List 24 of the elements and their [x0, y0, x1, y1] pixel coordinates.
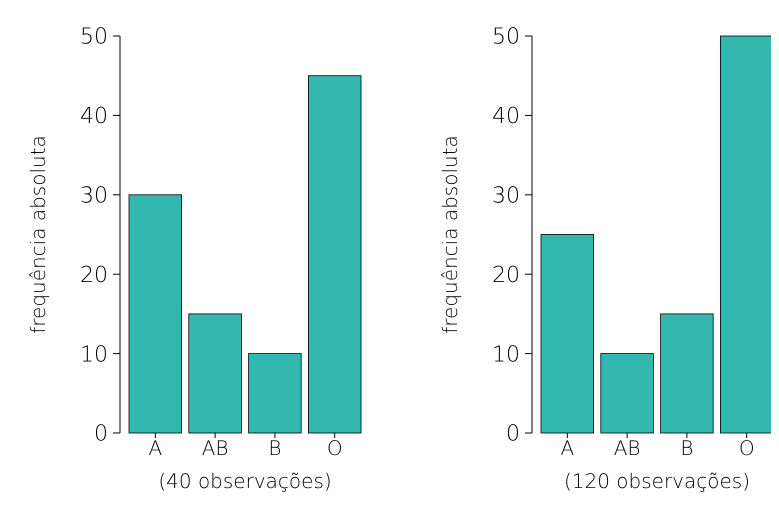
x-tick-label: AB	[202, 436, 228, 460]
y-tick-label: 50	[80, 24, 108, 50]
y-tick-label: 20	[80, 262, 108, 288]
y-tick-label: 0	[506, 422, 520, 447]
y-tick-label: 20	[492, 262, 520, 288]
x-tick-label: AB	[614, 436, 640, 460]
y-axis-title: frequência absoluta	[26, 135, 50, 334]
x-tick-label: B	[268, 436, 282, 460]
y-tick-label: 30	[80, 184, 108, 208]
x-tick-label: A	[560, 436, 574, 460]
y-tick-label: 10	[80, 342, 108, 368]
y-tick-label: 0	[94, 422, 108, 447]
x-tick-label: O	[738, 436, 755, 460]
y-tick-label: 40	[80, 104, 108, 130]
x-axis-title: (120 observações)	[564, 469, 750, 493]
y-axis-title: frequência absoluta	[438, 135, 462, 334]
x-tick-label: A	[148, 436, 162, 460]
y-tick-label: 40	[492, 104, 520, 130]
x-axis-title: (40 observações)	[158, 469, 332, 493]
y-tick-label: 30	[492, 184, 520, 208]
y-tick-label: 50	[492, 24, 520, 50]
y-tick-label: 10	[492, 342, 520, 368]
x-tick-label: O	[326, 436, 343, 460]
x-tick-label: B	[680, 436, 694, 460]
